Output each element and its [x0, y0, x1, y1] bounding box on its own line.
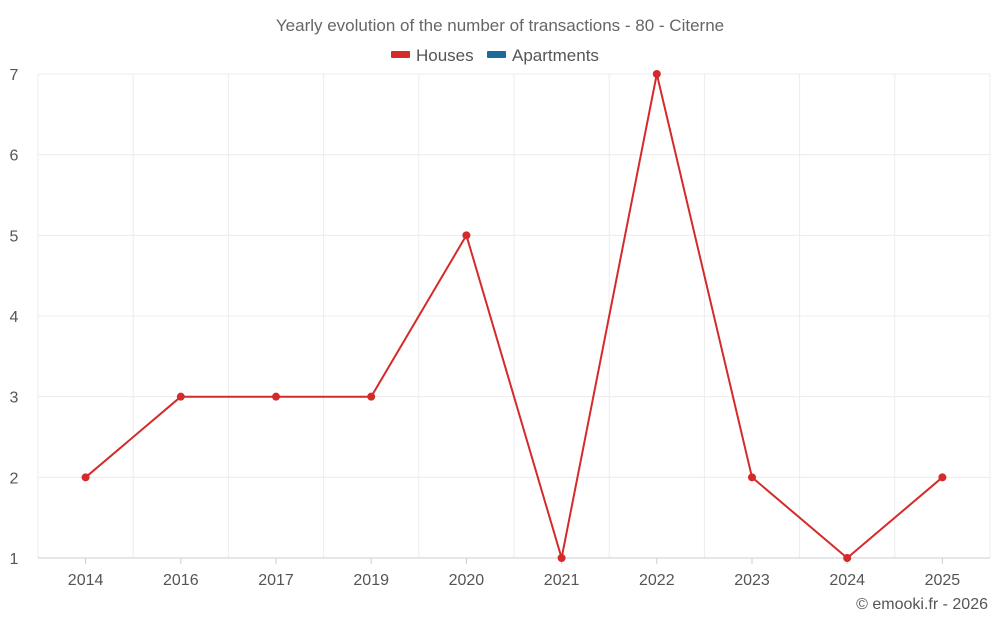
- y-tick-label: 2: [10, 470, 19, 487]
- x-tick-label: 2022: [639, 572, 675, 589]
- y-axis: 1 2 3 4 5 6 7: [10, 67, 19, 568]
- legend-swatch-houses: [391, 51, 410, 58]
- y-tick-label: 6: [10, 148, 19, 165]
- y-tick-label: 7: [10, 67, 19, 84]
- x-tick-label: 2023: [734, 572, 770, 589]
- y-tick-label: 3: [10, 390, 19, 407]
- legend-item-houses[interactable]: Houses: [391, 46, 474, 65]
- x-tick-label: 2014: [68, 572, 104, 589]
- y-tick-label: 1: [10, 551, 19, 568]
- x-axis: 2014 2016 2017 2019 2020 2021 2022 2023 2024 2025: [38, 557, 990, 589]
- legend-label-houses: Houses: [416, 46, 474, 65]
- x-tick-label: 2021: [544, 572, 580, 589]
- data-point-houses[interactable]: [367, 392, 376, 401]
- legend-item-apartments[interactable]: Apartments: [487, 46, 599, 65]
- data-point-houses[interactable]: [652, 70, 661, 78]
- legend: Houses Apartments: [391, 46, 599, 65]
- series-line-houses: [84, 73, 944, 559]
- data-point-houses[interactable]: [272, 392, 280, 401]
- data-point-houses[interactable]: [462, 231, 471, 240]
- data-point-houses[interactable]: [557, 554, 566, 562]
- x-tick-label: 2016: [163, 572, 199, 589]
- y-tick-label: 5: [10, 228, 19, 245]
- x-tick-label: 2024: [829, 572, 865, 589]
- x-tick-label: 2019: [353, 572, 389, 589]
- y-tick-label: 4: [10, 309, 19, 326]
- data-point-houses[interactable]: [938, 473, 947, 482]
- x-tick-label: 2025: [925, 572, 961, 589]
- credit-text: © emooki.fr - 2026: [856, 596, 988, 613]
- x-tick-label: 2017: [258, 572, 294, 589]
- data-point-houses[interactable]: [176, 392, 185, 401]
- data-point-houses[interactable]: [843, 554, 852, 562]
- data-point-houses[interactable]: [748, 473, 756, 482]
- legend-label-apartments: Apartments: [512, 46, 599, 65]
- grid: [37, 73, 991, 558]
- x-tick-label: 2020: [449, 572, 485, 589]
- legend-swatch-apartments: [487, 51, 506, 58]
- chart-title: Yearly evolution of the number of transa…: [276, 16, 724, 35]
- data-point-houses[interactable]: [81, 473, 90, 482]
- series-houses: [81, 70, 947, 562]
